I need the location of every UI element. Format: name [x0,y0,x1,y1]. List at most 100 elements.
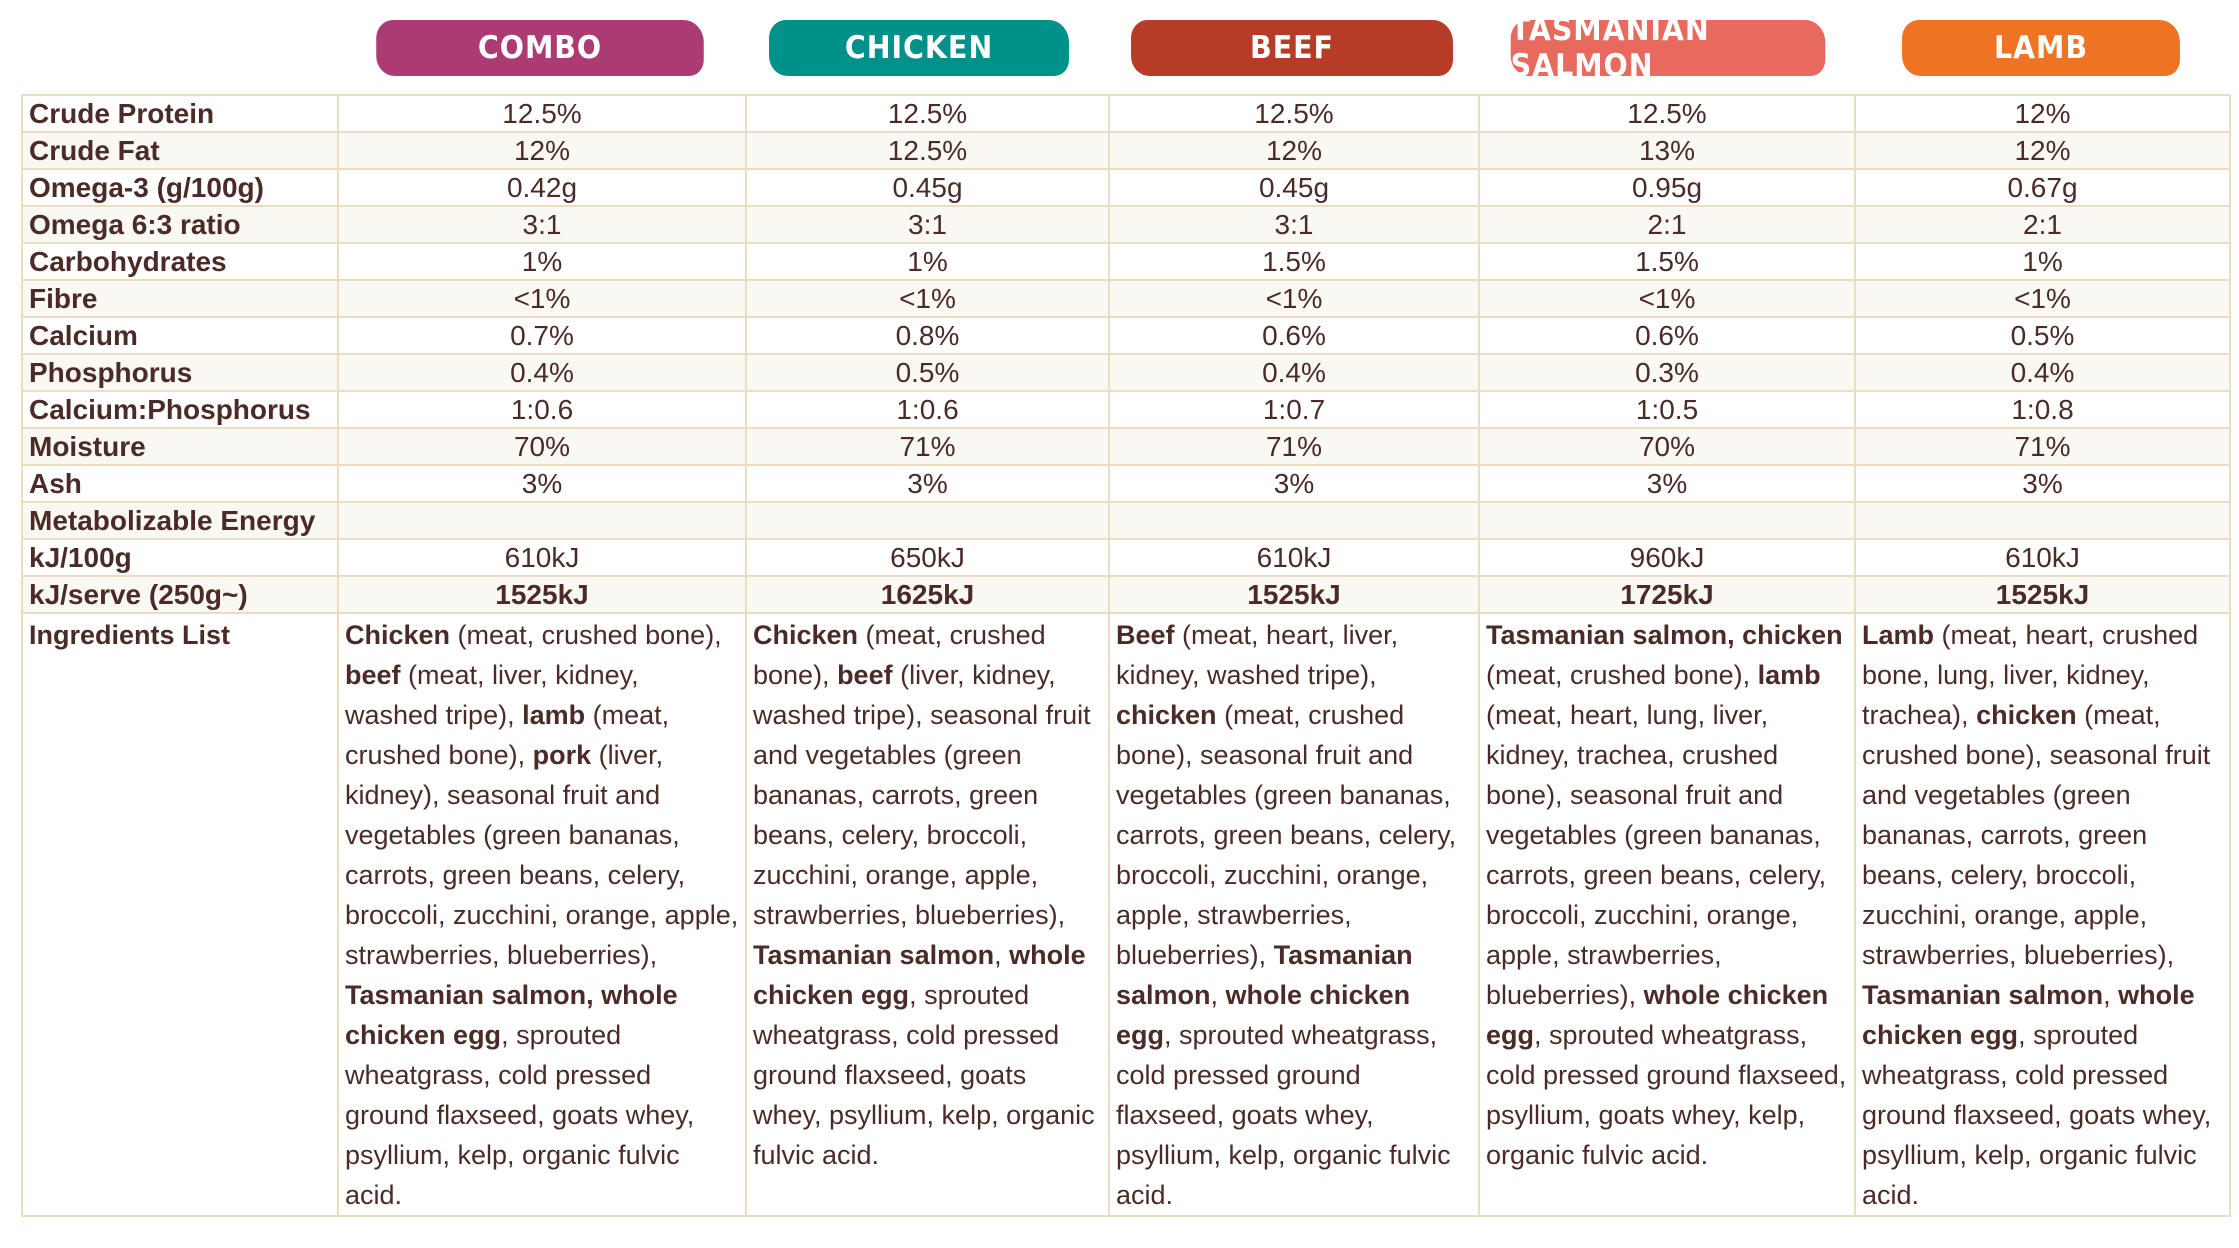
row-label: kJ/serve (250g~) [21,575,339,614]
cell-value: 610kJ [337,538,747,577]
cell-value: 3:1 [337,205,747,244]
cell-value: 0.42g [337,168,747,207]
table-row: kJ/serve (250g~) 1525kJ 1625kJ 1525kJ 1725kJ… [21,575,2231,614]
cell-value: 12% [337,131,747,170]
ingredient-highlight: whole chicken egg [1486,980,1829,1050]
table-row: Ash 3% 3% 3% 3% 3% [21,464,2231,503]
cell-value: 12.5% [745,94,1110,133]
ingredient-text: , [1210,980,1226,1010]
ingredient-text: (meat, crushed bone), seasonal fruit and… [1116,700,1457,970]
ingredient-text: (meat, crushed bone), [450,620,722,650]
cell-value: 3% [1478,464,1856,503]
table-row: Moisture 70% 71% 71% 70% 71% [21,427,2231,466]
ingredients-cell: Tasmanian salmon, chicken (meat, crushed… [1478,612,1856,1217]
ingredient-highlight: whole chicken egg [1116,980,1411,1050]
ingredient-highlight: Tasmanian salmon, [345,980,594,1010]
cell-value: 2:1 [1854,205,2231,244]
cell-value: 1.5% [1108,242,1480,281]
row-label: Moisture [21,427,339,466]
ingredient-highlight: whole chicken egg [345,980,678,1050]
cell-value: 12.5% [745,131,1110,170]
table-row: Carbohydrates 1% 1% 1.5% 1.5% 1% [21,242,2231,281]
cell-value: 1:0.5 [1478,390,1856,429]
ingredient-highlight: Tasmanian salmon [1116,940,1413,1010]
ingredient-highlight: lamb [1757,660,1821,690]
cell-value: <1% [1108,279,1480,318]
row-label: Metabolizable Energy [21,501,339,540]
cell-value: <1% [337,279,747,318]
ingredient-text: , sprouted wheatgrass, cold pressed grou… [1486,1020,1847,1170]
cell-value: 1:0.8 [1854,390,2231,429]
cell-value: 0.5% [745,353,1110,392]
cell-value: 1.5% [1478,242,1856,281]
ingredient-highlight: Chicken [345,620,451,650]
ingredients-cell: Chicken (meat, crushed bone), beef (meat… [337,612,747,1217]
cell-value [337,501,747,540]
cell-value: 3:1 [745,205,1110,244]
row-label: Omega 6:3 ratio [21,205,339,244]
table-row: Omega 6:3 ratio 3:1 3:1 3:1 2:1 2:1 [21,205,2231,244]
cell-value: 1525kJ [1108,575,1480,614]
row-label: Calcium:Phosphorus [21,390,339,429]
table-row: Metabolizable Energy [21,501,2231,540]
ingredient-text [594,980,602,1010]
cell-value: 3:1 [1108,205,1480,244]
cell-value: 0.8% [745,316,1110,355]
cell-value: 71% [1854,427,2231,466]
nutrition-table: Crude Protein 12.5% 12.5% 12.5% 12.5% 12% Crud… [21,94,2231,1217]
ingredient-highlight: lamb [522,700,586,730]
ingredient-text: (meat, liver, kidney, washed tripe), [345,660,639,730]
cell-value: <1% [745,279,1110,318]
ingredient-text: (meat, crushed bone), seasonal fruit and… [1862,700,2211,970]
cell-value: 610kJ [1108,538,1480,577]
row-label: Calcium [21,316,339,355]
cell-value [745,501,1110,540]
row-label: kJ/100g [21,538,339,577]
ingredient-text: , [2103,980,2119,1010]
ingredient-highlight: chicken [1116,700,1217,730]
ingredient-highlight: whole chicken egg [753,940,1086,1010]
cell-value: 0.6% [1108,316,1480,355]
cell-value: 1725kJ [1478,575,1856,614]
column-header-chicken: CHICKEN [769,20,1069,76]
ingredient-text: , sprouted wheatgrass, cold pressed grou… [753,980,1095,1170]
ingredient-text: (meat, heart, liver, kidney, washed trip… [1116,620,1399,690]
ingredient-highlight: pork [532,740,592,770]
column-header-combo: COMBO [376,20,704,76]
table-row: Crude Fat 12% 12.5% 12% 13% 12% [21,131,2231,170]
cell-value: 3% [337,464,747,503]
table-row: Fibre <1% <1% <1% <1% <1% [21,279,2231,318]
ingredient-highlight: Chicken [753,620,859,650]
row-label: Fibre [21,279,339,318]
cell-value: 2:1 [1478,205,1856,244]
cell-value: 0.95g [1478,168,1856,207]
cell-value: 71% [1108,427,1480,466]
ingredient-highlight: beef [345,660,401,690]
ingredients-cell: Chicken (meat, crushed bone), beef (live… [745,612,1110,1217]
ingredient-highlight: Tasmanian salmon [753,940,995,970]
ingredient-highlight: Beef [1116,620,1175,650]
column-header-beef: BEEF [1131,20,1453,76]
table-row: Calcium:Phosphorus 1:0.6 1:0.6 1:0.7 1:0.5 1:… [21,390,2231,429]
cell-value: 12% [1108,131,1480,170]
table-row: Calcium 0.7% 0.8% 0.6% 0.6% 0.5% [21,316,2231,355]
cell-value: 3% [745,464,1110,503]
row-label: Crude Fat [21,131,339,170]
cell-value: 0.45g [1108,168,1480,207]
ingredients-row: Ingredients List Chicken (meat, crushed b… [21,612,2231,1217]
cell-value: 0.4% [1854,353,2231,392]
row-label: Phosphorus [21,353,339,392]
row-label: Ash [21,464,339,503]
cell-value: 12.5% [337,94,747,133]
ingredient-highlight: beef [837,660,893,690]
ingredient-text: (meat, heart, lung, liver, kidney, trach… [1486,700,1827,1010]
cell-value: 0.4% [1108,353,1480,392]
column-header-lamb: LAMB [1902,20,2180,76]
ingredients-cell: Lamb (meat, heart, crushed bone, lung, l… [1854,612,2231,1217]
ingredient-text: , [994,940,1010,970]
ingredient-highlight: Lamb [1862,620,1935,650]
table-row: Crude Protein 12.5% 12.5% 12.5% 12.5% 12% [21,94,2231,133]
cell-value: 1525kJ [337,575,747,614]
cell-value: 0.6% [1478,316,1856,355]
cell-value [1854,501,2231,540]
